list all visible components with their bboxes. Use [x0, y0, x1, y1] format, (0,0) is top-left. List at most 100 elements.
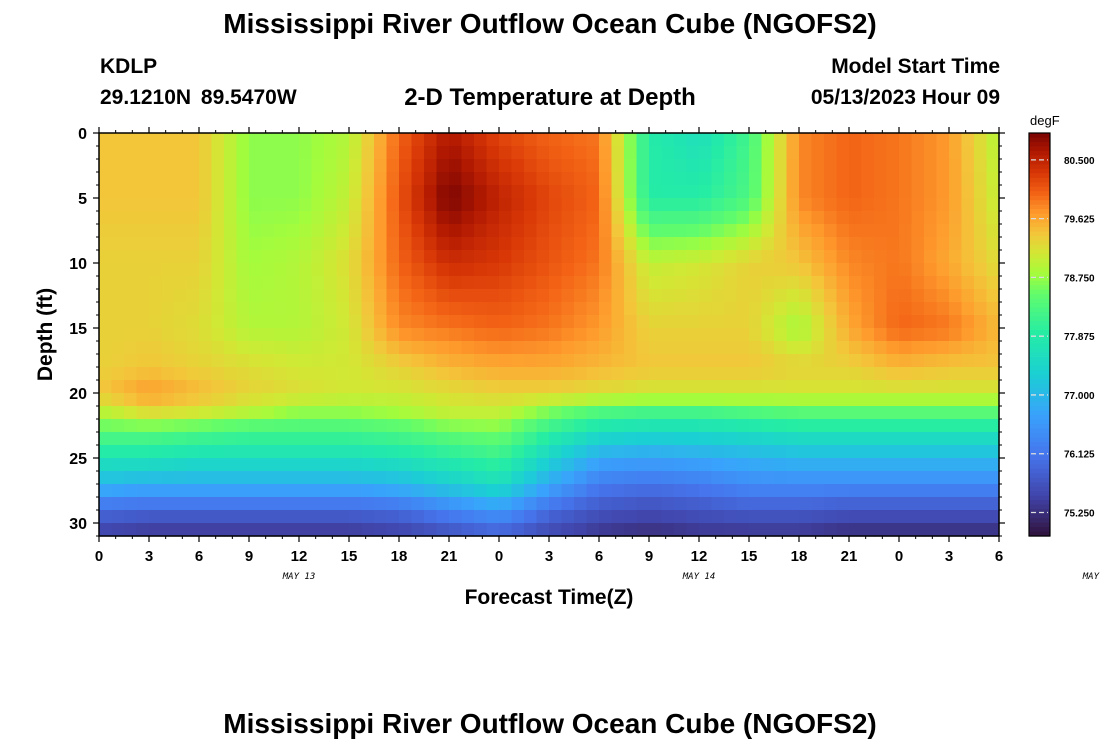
heatmap-cell — [599, 328, 613, 342]
heatmap-cell — [211, 172, 225, 186]
heatmap-cell — [136, 497, 150, 511]
heatmap-cell — [574, 146, 588, 160]
heatmap-cell — [974, 159, 988, 173]
heatmap-cell — [149, 302, 163, 316]
heatmap-cell — [861, 445, 875, 459]
heatmap-cell — [524, 289, 538, 303]
colorbar-segment — [1029, 495, 1050, 501]
heatmap-cell — [924, 146, 938, 160]
heatmap-cell — [261, 224, 275, 238]
heatmap-cell — [199, 224, 213, 238]
heatmap-cell — [161, 263, 175, 277]
heatmap-cell — [961, 445, 975, 459]
heatmap-cell — [936, 198, 950, 212]
heatmap-cell — [436, 133, 450, 147]
heatmap-cell — [599, 341, 613, 355]
heatmap-cell — [761, 172, 775, 186]
heatmap-cell — [961, 328, 975, 342]
heatmap-cell — [124, 380, 138, 394]
heatmap-cell — [499, 133, 513, 147]
heatmap-cell — [136, 315, 150, 329]
heatmap-cell — [949, 432, 963, 446]
heatmap-cell — [636, 302, 650, 316]
station-id: KDLP — [100, 55, 158, 78]
heatmap-cell — [186, 146, 200, 160]
heatmap-cell — [886, 419, 900, 433]
heatmap-cell — [974, 458, 988, 472]
heatmap-cell — [824, 237, 838, 251]
heatmap-cell — [824, 393, 838, 407]
heatmap-cell — [199, 484, 213, 498]
heatmap-cell — [111, 393, 125, 407]
heatmap-cell — [449, 354, 463, 368]
heatmap-cell — [449, 406, 463, 420]
heatmap-cell — [886, 328, 900, 342]
heatmap-cell — [424, 484, 438, 498]
model-start-label: Model Start Time — [831, 55, 1000, 78]
colorbar-segment — [1029, 285, 1050, 291]
heatmap-cell — [536, 159, 550, 173]
heatmap-cell — [899, 315, 913, 329]
heatmap-cell — [936, 237, 950, 251]
heatmap-cell — [224, 445, 238, 459]
heatmap-cell — [699, 497, 713, 511]
heatmap-cell — [474, 198, 488, 212]
heatmap-cell — [736, 445, 750, 459]
heatmap-cell — [899, 497, 913, 511]
heatmap-cell — [749, 419, 763, 433]
heatmap-cell — [474, 328, 488, 342]
heatmap-cell — [124, 510, 138, 524]
heatmap-cell — [724, 172, 738, 186]
heatmap-cell — [574, 172, 588, 186]
heatmap-cell — [849, 133, 863, 147]
heatmap-cell — [661, 172, 675, 186]
heatmap-cell — [599, 393, 613, 407]
heatmap-cell — [536, 250, 550, 264]
heatmap-cell — [649, 471, 663, 485]
colorbar-tick-label: 79.625 — [1064, 215, 1095, 226]
heatmap-cell — [461, 237, 475, 251]
heatmap-cell — [899, 250, 913, 264]
heatmap-cell — [799, 146, 813, 160]
heatmap-cell — [336, 419, 350, 433]
heatmap-cell — [711, 367, 725, 381]
heatmap-cell — [386, 302, 400, 316]
heatmap-cell — [586, 497, 600, 511]
heatmap-cell — [774, 159, 788, 173]
heatmap-cell — [536, 354, 550, 368]
heatmap-cell — [161, 146, 175, 160]
heatmap-cell — [249, 263, 263, 277]
heatmap-cell — [749, 159, 763, 173]
heatmap-cell — [661, 497, 675, 511]
heatmap-cell — [824, 276, 838, 290]
heatmap-cell — [286, 224, 300, 238]
heatmap-cell — [336, 159, 350, 173]
heatmap-cell — [711, 380, 725, 394]
heatmap-cell — [436, 354, 450, 368]
heatmap-cell — [111, 250, 125, 264]
heatmap-cell — [799, 380, 813, 394]
heatmap-cell — [399, 341, 413, 355]
heatmap-cell — [649, 510, 663, 524]
colorbar-segment — [1029, 477, 1050, 483]
heatmap-cell — [636, 133, 650, 147]
heatmap-cell — [124, 445, 138, 459]
heatmap-cell — [336, 484, 350, 498]
heatmap-cell — [486, 302, 500, 316]
heatmap-cell — [286, 133, 300, 147]
heatmap-cell — [274, 302, 288, 316]
heatmap-cell — [586, 302, 600, 316]
heatmap-cell — [611, 146, 625, 160]
heatmap-cell — [286, 341, 300, 355]
heatmap-cell — [636, 159, 650, 173]
heatmap-cell — [399, 393, 413, 407]
heatmap-cell — [636, 211, 650, 225]
heatmap-cell — [674, 419, 688, 433]
heatmap-cell — [161, 354, 175, 368]
heatmap-cell — [449, 172, 463, 186]
heatmap-cell — [349, 380, 363, 394]
x-tick-label: 6 — [195, 548, 203, 565]
heatmap-cell — [199, 211, 213, 225]
heatmap-cell — [449, 510, 463, 524]
heatmap-cell — [136, 445, 150, 459]
